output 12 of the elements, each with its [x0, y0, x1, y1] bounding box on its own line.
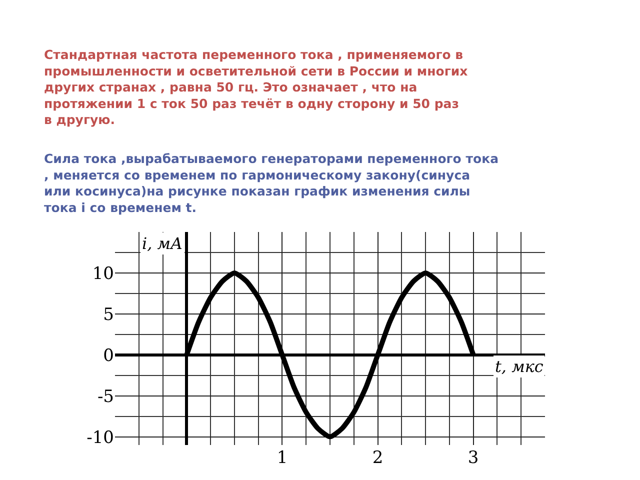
- x-axis-title: t, мкс: [495, 357, 544, 376]
- y-axis-title: i, мА: [142, 234, 183, 253]
- x-tick-label: 1: [276, 448, 288, 468]
- chart-subtitle: Сила тока ,вырабатываемого генераторами переменного тока , меняется со временем по гармоническому закону(синуса или косинуса)на рисунке показан график изменения силы тока i со временем t.: [44, 151, 498, 215]
- y-tick-label: -5: [97, 386, 114, 407]
- x-tick-label: 3: [468, 448, 479, 468]
- chart-title: Стандартная частота переменного тока , применяемого в промышленности и осветительной сети в России и многих других странах , равна 50 гц. Это означает , что на протяжении 1 с ток 50 раз течёт в одну сторону и 50 раз в другую.: [44, 47, 468, 127]
- y-tick-label: 5: [103, 304, 114, 325]
- y-tick-label: -10: [86, 428, 114, 448]
- x-tick-label: 2: [372, 448, 384, 468]
- y-tick-label: 10: [92, 264, 114, 284]
- y-tick-label: 0: [103, 346, 114, 366]
